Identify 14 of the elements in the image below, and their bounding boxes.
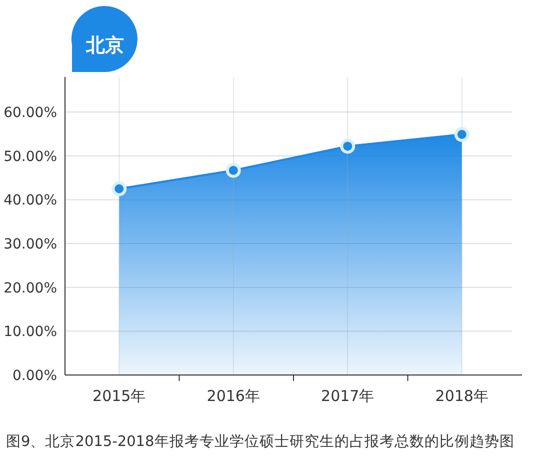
y-tick-label: 0.00% [12,368,57,384]
x-tick-label: 2017年 [321,387,374,405]
caption: 图9、北京2015-2018年报考专业学位硕士研究生的占报考总数的比例趋势图 [6,433,514,450]
x-tick-label: 2015年 [92,387,146,405]
x-tick-label: 2016年 [206,387,260,405]
x-tick-label: 2018年 [435,387,488,405]
chart-title: 北京 [85,34,124,57]
y-tick-label: 20.00% [4,280,57,296]
y-tick-label: 50.00% [4,148,57,165]
y-tick-label: 30.00% [4,236,57,252]
y-tick-label: 60.00% [4,104,57,121]
point [454,126,470,142]
y-tick-label: 10.00% [4,324,57,340]
y-tick-label: 40.00% [4,192,57,209]
